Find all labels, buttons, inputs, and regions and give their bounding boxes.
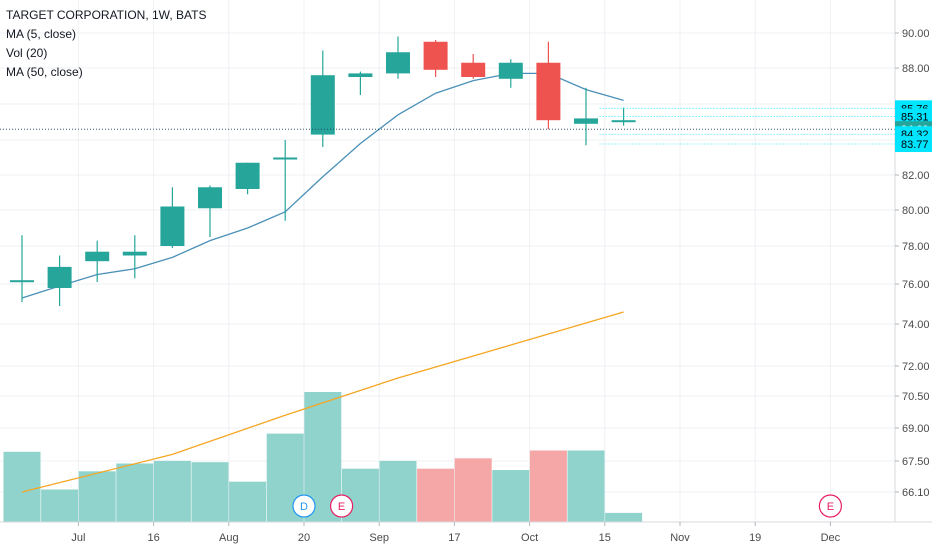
volume-bar bbox=[78, 471, 116, 522]
candle bbox=[235, 162, 260, 195]
x-tick-label: 15 bbox=[599, 532, 611, 544]
candle-body bbox=[122, 251, 147, 256]
candle bbox=[423, 40, 448, 77]
y-tick-label: 90.00 bbox=[902, 28, 930, 40]
candles bbox=[10, 36, 636, 306]
event-label: D bbox=[300, 501, 308, 513]
dividend-marker[interactable]: D bbox=[292, 494, 316, 518]
event-label: E bbox=[827, 501, 834, 513]
candle bbox=[47, 255, 72, 306]
volume-bar bbox=[41, 489, 79, 522]
earnings-marker[interactable]: E bbox=[818, 494, 843, 518]
candle-body bbox=[85, 251, 110, 262]
candle bbox=[160, 187, 185, 248]
x-tick-label: 20 bbox=[298, 532, 310, 544]
price-tag: 85.31 bbox=[895, 108, 932, 125]
volume-bar bbox=[605, 512, 643, 522]
y-tick-label: 82.00 bbox=[902, 170, 930, 182]
candle bbox=[348, 71, 373, 95]
candle-body bbox=[47, 266, 72, 288]
volume-bar bbox=[567, 450, 605, 522]
candle bbox=[461, 54, 486, 79]
candle-body bbox=[386, 52, 410, 74]
candle-body bbox=[235, 162, 260, 189]
candle-body bbox=[198, 187, 222, 209]
candle-body bbox=[10, 280, 34, 283]
y-tick-label: 74.00 bbox=[902, 319, 930, 331]
candle bbox=[536, 41, 561, 130]
volume-bar bbox=[529, 450, 567, 522]
ma5-line bbox=[21, 72, 624, 299]
candle bbox=[122, 235, 147, 279]
volume-bar bbox=[191, 462, 229, 522]
candle-body bbox=[160, 206, 185, 246]
chart-legend: TARGET CORPORATION, 1W, BATS MA (5, clos… bbox=[6, 6, 206, 82]
candle bbox=[273, 140, 298, 221]
x-tick-label: 16 bbox=[147, 532, 159, 544]
volume-bar bbox=[379, 460, 417, 522]
y-tick-label: 80.00 bbox=[902, 205, 930, 217]
y-tick-label: 70.50 bbox=[902, 391, 930, 403]
candle-body bbox=[310, 75, 335, 135]
event-circle bbox=[818, 494, 843, 518]
candle-body bbox=[461, 62, 486, 77]
candle bbox=[574, 87, 598, 146]
y-tick-label: 69.00 bbox=[902, 423, 930, 435]
legend-ma5[interactable]: MA (5, close) bbox=[6, 27, 77, 41]
event-label: E bbox=[338, 501, 345, 513]
x-tick-label: 19 bbox=[749, 532, 761, 544]
x-tick-label: Aug bbox=[219, 532, 239, 544]
price-tag-bg bbox=[895, 108, 932, 125]
y-tick-label: 72.00 bbox=[902, 361, 930, 373]
x-tick-label: Oct bbox=[521, 532, 538, 544]
volume-bar bbox=[417, 468, 455, 522]
price-tag-label: 83.77 bbox=[901, 139, 929, 151]
candle-body bbox=[273, 157, 298, 160]
x-tick-label: Dec bbox=[821, 532, 841, 544]
candle-body bbox=[536, 62, 561, 121]
event-circle bbox=[292, 494, 316, 518]
volume-bars bbox=[3, 392, 643, 522]
y-tick-label: 88.00 bbox=[902, 63, 930, 75]
earnings-marker[interactable]: E bbox=[330, 494, 354, 518]
candle-body bbox=[611, 120, 636, 123]
price-tag: 83.77 bbox=[895, 136, 932, 153]
candle bbox=[85, 240, 110, 283]
candle bbox=[198, 185, 222, 237]
candle-body bbox=[574, 118, 598, 124]
candle bbox=[498, 59, 523, 88]
price-tag-bg bbox=[895, 136, 932, 153]
x-tick-label: Sep bbox=[369, 532, 389, 544]
volume-bar bbox=[116, 463, 154, 522]
candle-body bbox=[348, 73, 373, 77]
y-tick-label: 76.00 bbox=[902, 279, 930, 291]
y-tick-label: 67.50 bbox=[902, 456, 930, 468]
x-tick-label: Nov bbox=[670, 532, 690, 544]
x-axis: Jul 16 Aug 20 Sep 17 Oct 15 Nov 19 Dec bbox=[71, 522, 841, 544]
event-circle bbox=[330, 494, 354, 518]
legend-ma50[interactable]: MA (50, close) bbox=[6, 65, 83, 79]
volume-bar bbox=[454, 458, 492, 522]
candle bbox=[10, 235, 34, 302]
candle bbox=[386, 36, 410, 79]
y-tick-label: 66.10 bbox=[902, 487, 930, 499]
ma50-line bbox=[21, 311, 624, 493]
candle-body bbox=[498, 62, 523, 79]
x-tick-label: Jul bbox=[71, 532, 85, 544]
price-tag-label: 85.31 bbox=[901, 111, 929, 123]
y-tick-label: 78.00 bbox=[902, 241, 930, 253]
x-tick-label: 17 bbox=[448, 532, 460, 544]
legend-volume[interactable]: Vol (20) bbox=[6, 46, 48, 60]
y-axis: 90.0088.0086.0084.0082.0080.0078.0076.00… bbox=[895, 28, 930, 499]
volume-bar bbox=[229, 481, 267, 522]
volume-bar bbox=[492, 470, 530, 522]
volume-bar bbox=[153, 460, 191, 522]
candle-body bbox=[423, 41, 448, 70]
candle bbox=[310, 50, 335, 147]
volume-bar bbox=[3, 451, 41, 522]
legend-symbol-title[interactable]: TARGET CORPORATION, 1W, BATS bbox=[6, 8, 207, 22]
